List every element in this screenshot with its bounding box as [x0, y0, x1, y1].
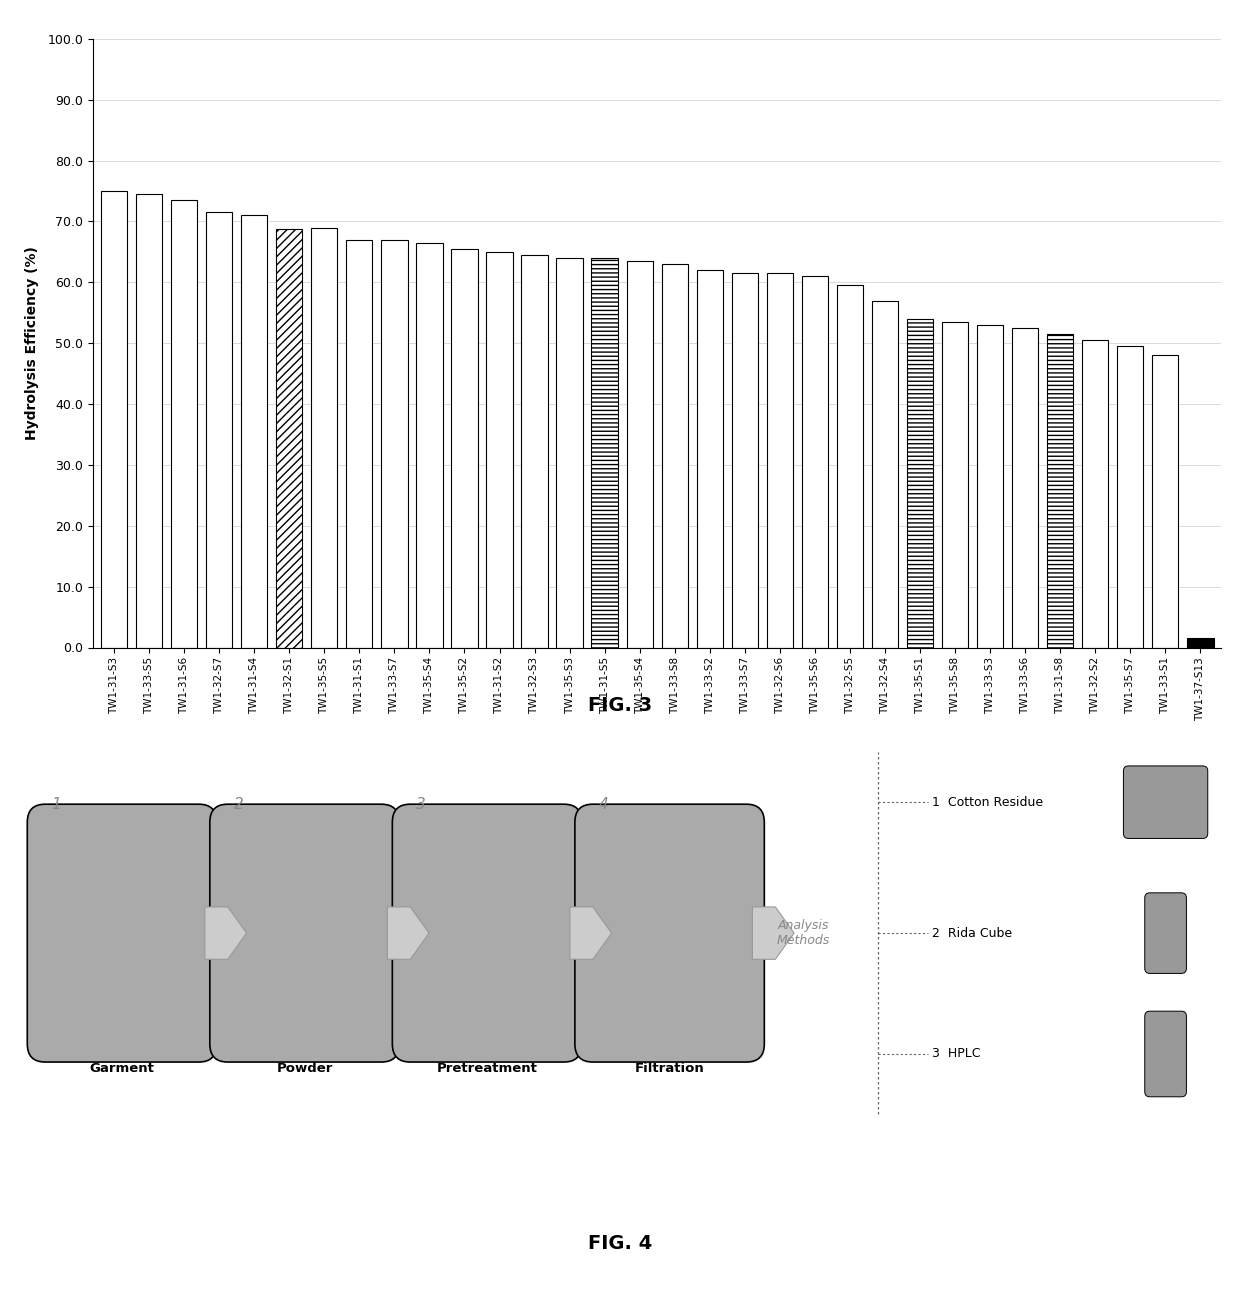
FancyBboxPatch shape	[1145, 1011, 1187, 1097]
Bar	[1152, 355, 1178, 648]
Bar	[1187, 638, 1214, 648]
Bar	[171, 201, 197, 648]
Bar	[802, 276, 828, 648]
Bar	[486, 251, 512, 648]
FancyBboxPatch shape	[1123, 765, 1208, 838]
FancyBboxPatch shape	[392, 804, 582, 1062]
Bar	[1012, 328, 1038, 648]
Bar	[206, 212, 232, 648]
Text: Garment: Garment	[89, 1062, 155, 1075]
Text: Pretreatment: Pretreatment	[436, 1062, 537, 1075]
Text: 4: 4	[599, 798, 609, 812]
Bar	[241, 215, 268, 648]
Bar	[626, 262, 652, 648]
Bar	[451, 249, 477, 648]
Polygon shape	[753, 906, 794, 960]
FancyBboxPatch shape	[27, 804, 217, 1062]
FancyBboxPatch shape	[210, 804, 399, 1062]
Text: Filtration: Filtration	[635, 1062, 704, 1075]
Text: 2  Rida Cube: 2 Rida Cube	[932, 927, 1013, 940]
Bar	[1083, 341, 1109, 648]
Bar	[346, 240, 372, 648]
Bar	[381, 240, 408, 648]
Bar	[697, 271, 723, 648]
Bar	[521, 255, 548, 648]
Bar	[136, 194, 162, 648]
Polygon shape	[205, 906, 247, 960]
Text: 1  Cotton Residue: 1 Cotton Residue	[932, 795, 1044, 808]
Text: Analysis
Methods: Analysis Methods	[777, 919, 830, 947]
Bar	[906, 319, 934, 648]
Y-axis label: Hydrolysis Efficiency (%): Hydrolysis Efficiency (%)	[25, 246, 40, 440]
Bar	[732, 273, 758, 648]
Bar	[591, 258, 618, 648]
Bar	[766, 273, 794, 648]
Bar	[977, 325, 1003, 648]
Bar	[942, 322, 968, 648]
Bar	[417, 242, 443, 648]
Bar	[100, 192, 128, 648]
FancyBboxPatch shape	[575, 804, 764, 1062]
Bar	[837, 285, 863, 648]
Bar	[1047, 334, 1074, 648]
Bar	[557, 258, 583, 648]
Text: Powder: Powder	[277, 1062, 332, 1075]
FancyBboxPatch shape	[1145, 892, 1187, 974]
Text: 2: 2	[233, 798, 243, 812]
Bar	[311, 228, 337, 648]
Text: FIG. 3: FIG. 3	[588, 697, 652, 715]
Bar	[662, 264, 688, 648]
Polygon shape	[570, 906, 611, 960]
Bar	[277, 229, 303, 648]
Text: 3: 3	[417, 798, 425, 812]
Bar	[872, 300, 898, 648]
Polygon shape	[387, 906, 429, 960]
Text: 3  HPLC: 3 HPLC	[932, 1048, 981, 1061]
Bar	[1117, 346, 1143, 648]
Text: FIG. 4: FIG. 4	[588, 1234, 652, 1252]
Text: 1: 1	[51, 798, 61, 812]
